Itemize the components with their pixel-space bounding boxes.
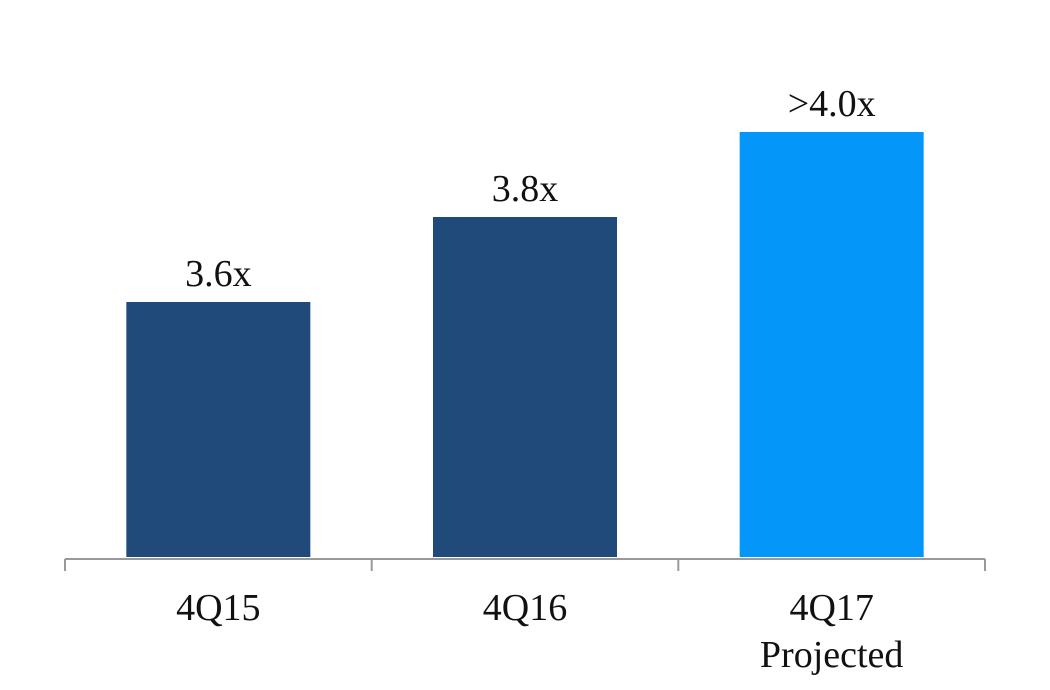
x-tick-note: Projected (760, 634, 904, 676)
bar (126, 302, 311, 557)
bar (739, 132, 924, 557)
bar (433, 217, 617, 557)
x-tick-label: 4Q15 (176, 587, 260, 629)
x-tick-label: 4Q17 (789, 587, 873, 629)
value-label: >4.0x (788, 83, 876, 125)
x-tick-label: 4Q16 (483, 587, 567, 629)
value-label: 3.8x (492, 168, 559, 210)
value-label: 3.6x (185, 253, 252, 295)
